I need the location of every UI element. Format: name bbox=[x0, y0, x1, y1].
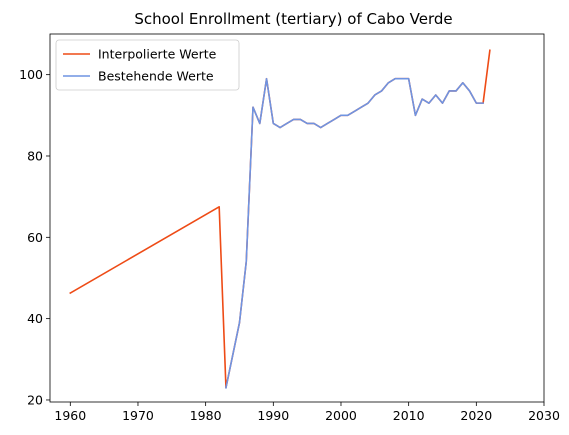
series-line-2 bbox=[225, 77, 484, 389]
legend-box bbox=[55, 39, 240, 91]
plot-frame bbox=[49, 33, 545, 403]
x-tick-label: 2030 bbox=[528, 408, 560, 423]
y-tick-label: 100 bbox=[19, 67, 43, 82]
x-tick-label: 1960 bbox=[54, 408, 86, 423]
x-axis: 1960 1970 1980 1990 2000 2010 2020 2030 bbox=[54, 402, 560, 423]
x-tick-label: 1980 bbox=[190, 408, 222, 423]
series-line-1 bbox=[69, 49, 491, 389]
series-layer bbox=[69, 49, 491, 389]
y-tick-label: 20 bbox=[27, 392, 43, 407]
y-tick-label: 80 bbox=[27, 148, 43, 163]
x-tick-label: 2010 bbox=[393, 408, 425, 423]
y-tick-label: 40 bbox=[27, 311, 43, 326]
chart-title: School Enrollment (tertiary) of Cabo Ver… bbox=[134, 10, 452, 28]
x-tick-label: 2000 bbox=[325, 408, 357, 423]
x-tick-label: 1990 bbox=[257, 408, 289, 423]
legend-label-1: Interpolierte Werte bbox=[98, 47, 217, 62]
legend: Interpolierte Werte Bestehende Werte bbox=[55, 39, 240, 91]
y-axis: 20 40 60 80 100 bbox=[19, 67, 50, 407]
x-tick-label: 2020 bbox=[460, 408, 492, 423]
legend-label-2: Bestehende Werte bbox=[98, 69, 214, 84]
y-tick-label: 60 bbox=[27, 230, 43, 245]
x-tick-label: 1970 bbox=[122, 408, 154, 423]
